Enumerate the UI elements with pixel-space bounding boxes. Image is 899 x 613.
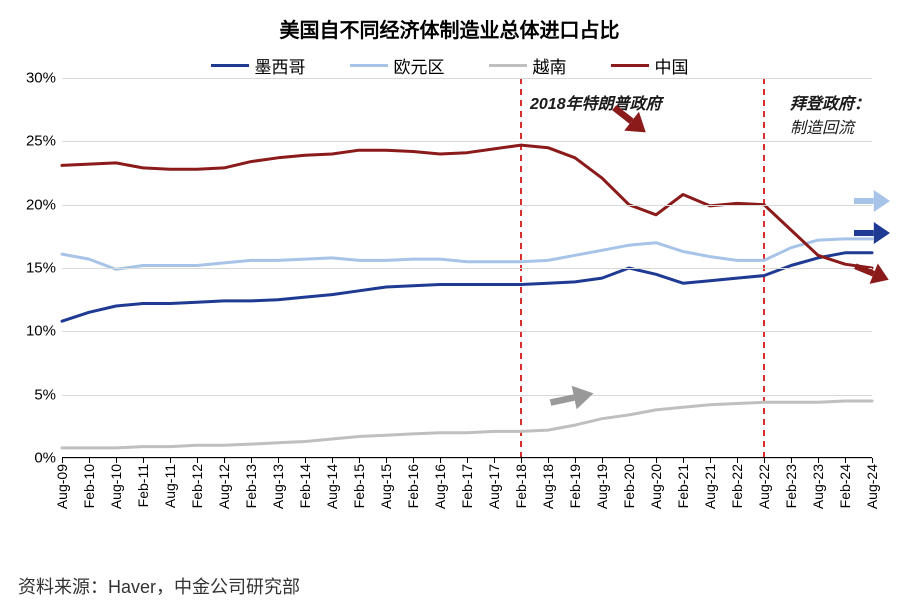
- arrow-3: [851, 256, 893, 290]
- arrow-0: [607, 98, 653, 142]
- arrow-overlay: [0, 0, 899, 613]
- arrow-1: [854, 190, 890, 212]
- chart-container: 美国自不同经济体制造业总体进口占比 墨西哥欧元区越南中国 0%5%10%15%2…: [0, 0, 899, 613]
- arrow-4: [548, 382, 596, 415]
- arrow-2: [854, 222, 890, 244]
